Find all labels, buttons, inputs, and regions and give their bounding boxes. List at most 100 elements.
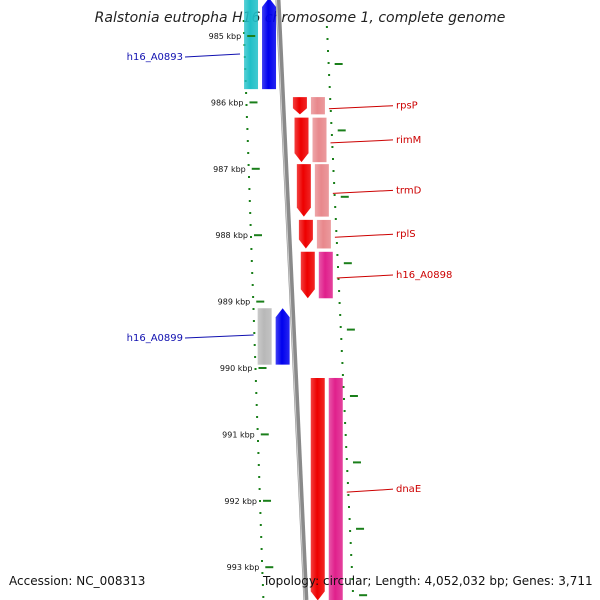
guide-dot: [349, 530, 352, 532]
guide-dot: [339, 326, 342, 328]
guide-dot: [332, 158, 334, 160]
gene-label-rplS: rplS: [396, 229, 416, 240]
guide-dot: [329, 110, 332, 112]
guide-dot: [252, 308, 255, 310]
guide-dot: [249, 224, 252, 226]
guide-dot: [333, 194, 336, 196]
guide-dot: [351, 590, 354, 592]
guide-dot: [327, 62, 330, 64]
guide-dot: [340, 350, 343, 352]
guide-dot: [346, 482, 349, 484]
guide-dot: [343, 398, 345, 400]
guide-dot: [348, 506, 350, 508]
guide-dot: [332, 170, 335, 172]
gene-label-rpsP: rpsP: [396, 101, 418, 112]
guide-dot: [341, 362, 344, 364]
gene-arrow: [275, 308, 290, 365]
guide-dot: [327, 50, 329, 52]
guide-dot: [346, 470, 349, 472]
guide-dot: [350, 566, 353, 568]
gene-shade-bar: [318, 251, 333, 299]
gene-shade-bar: [244, 0, 259, 90]
guide-dot: [341, 374, 344, 376]
guide-dot: [339, 314, 342, 316]
guide-dot: [255, 404, 258, 406]
guide-dot: [254, 380, 257, 382]
gene-arrow: [296, 164, 311, 217]
guide-dot: [250, 236, 252, 238]
gene-shade-bar: [328, 377, 343, 600]
guide-dot: [334, 218, 337, 220]
gene-label-h16_A0898: h16_A0898: [396, 270, 452, 281]
guide-dot: [253, 344, 256, 346]
guide-dot: [259, 524, 262, 526]
map-title: Ralstonia eutropha H16 chromosome 1, com…: [94, 10, 506, 26]
tick-label: 993 kbp: [227, 563, 260, 572]
tick-label: 987 kbp: [213, 165, 246, 174]
gene-arrow: [298, 219, 313, 249]
guide-dot: [257, 464, 260, 466]
guide-dot: [333, 182, 336, 184]
tick-label: 992 kbp: [224, 497, 257, 506]
guide-dot: [247, 164, 250, 166]
gene-shade-bar: [257, 308, 272, 365]
guide-dot: [252, 320, 255, 322]
guide-dot: [257, 452, 260, 454]
guide-dot: [348, 518, 351, 520]
guide-dot: [258, 476, 261, 478]
guide-dot: [343, 410, 346, 412]
guide-dot: [260, 536, 263, 538]
guide-dot: [329, 98, 332, 100]
guide-dot: [251, 272, 254, 274]
guide-dot: [251, 284, 254, 286]
gene-shade-bar: [316, 219, 331, 249]
tick-label: 988 kbp: [215, 231, 248, 240]
gene-arrow: [300, 251, 315, 299]
guide-dot: [345, 446, 348, 448]
guide-dot: [328, 86, 331, 88]
label-leader: [334, 233, 394, 238]
guide-dot: [256, 416, 259, 418]
tick-label: 990 kbp: [220, 364, 253, 373]
guide-dot: [259, 512, 262, 514]
guide-dot: [248, 176, 250, 178]
kbp-ticks: 985 kbp 986 kbp 987 kbp 988 kbp 989 kbp 990 k…: [209, 32, 368, 597]
guide-dot: [342, 386, 345, 388]
gene-label-trmD: trmD: [396, 185, 422, 196]
guide-dot: [257, 440, 259, 442]
label-leader: [332, 189, 394, 194]
guide-dot: [255, 392, 258, 394]
guide-dot: [256, 428, 259, 430]
guide-dot: [258, 488, 261, 490]
guide-dot: [246, 128, 249, 130]
gene-shade-bar: [314, 164, 329, 217]
gene-arrow: [292, 97, 307, 115]
guide-dot: [261, 584, 264, 586]
guide-dot: [340, 338, 343, 340]
guide-dot: [245, 92, 248, 94]
backbone-line: [275, 0, 309, 600]
gene-labels: h16_A0893 rpsP rimM trmD rplS h16_A0898 h16_A0…: [127, 52, 453, 495]
label-leader: [330, 139, 394, 144]
guide-dot: [335, 242, 338, 244]
gene-label-h16_A0893: h16_A0893: [127, 52, 183, 63]
guide-dot: [347, 494, 350, 496]
guide-dot: [245, 104, 248, 106]
guide-dot: [253, 332, 256, 334]
guide-dot: [331, 146, 334, 148]
guide-dot: [261, 572, 264, 574]
guide-dot: [254, 356, 257, 358]
guide-dot: [349, 542, 352, 544]
label-leader: [336, 274, 394, 279]
guide-dot: [262, 596, 265, 598]
guide-dot: [335, 230, 338, 232]
guide-dot: [345, 458, 348, 460]
guide-dot: [328, 74, 331, 76]
guide-dot: [261, 560, 263, 562]
gene-features: [244, 0, 343, 600]
guide-dot: [250, 260, 253, 262]
label-leader: [184, 53, 241, 58]
tick-label: 991 kbp: [222, 430, 255, 439]
guide-dot: [254, 368, 257, 370]
